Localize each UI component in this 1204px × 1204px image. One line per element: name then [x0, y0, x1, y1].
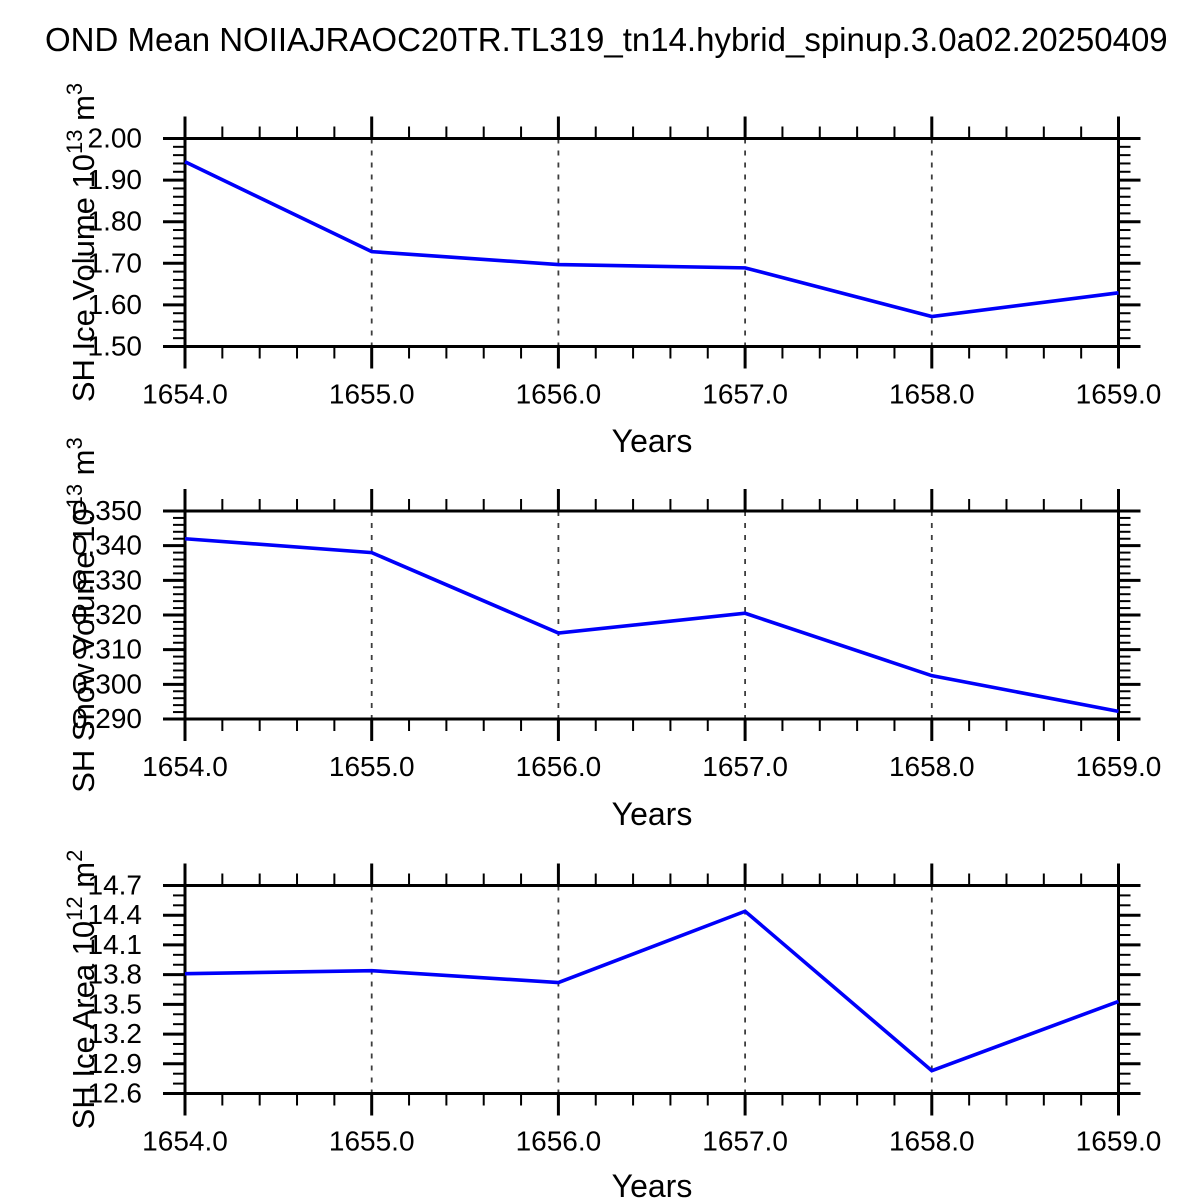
x-tick-label: 1654.0	[142, 1126, 228, 1157]
x-tick-label: 1654.0	[142, 751, 228, 782]
y-tick-label: 12.6	[88, 1078, 143, 1109]
panel-ice-area-plot: 1654.0 1655.0 1656.0 1657.0 1658.0 1659.0 14.7…	[88, 863, 1162, 1157]
y-tick-label: 13.8	[88, 959, 143, 990]
plot-box	[183, 509, 1120, 721]
y-tick-label: 13.5	[88, 988, 143, 1019]
x-tick-label: 1657.0	[702, 1126, 788, 1157]
x-tick-label: 1658.0	[889, 751, 975, 782]
y-tick-label: 0.320	[72, 599, 142, 630]
x-tick-label: 1656.0	[516, 751, 602, 782]
panel-snow-volume-plot: 1654.0 1655.0 1656.0 1657.0 1658.0 1659.0 0.35…	[72, 489, 1161, 782]
panel-ice-volume: 1654.0 1655.0 1656.0 1657.0 1658.0 1659.0 2.00…	[62, 83, 1161, 459]
figure-title: OND Mean NOIIAJRAOC20TR.TL319_tn14.hybri…	[45, 21, 1168, 58]
y-tick-label: 0.330	[72, 564, 142, 595]
y-tick-label: 1.80	[88, 206, 143, 237]
y-tick-label: 1.50	[88, 331, 143, 362]
y-tick-label: 14.4	[88, 899, 143, 930]
x-axis-title-years-panel3: Years	[612, 1168, 693, 1204]
y-axis-title-snow-volume: SH Snow Volume 1013 m3	[62, 437, 101, 793]
plot-box	[183, 137, 1120, 348]
x-tick-label: 1655.0	[329, 751, 415, 782]
y-axis-title-ice-area: SH Ice Area 1012 m2	[62, 850, 101, 1130]
x-tick-label: 1654.0	[142, 379, 228, 410]
panel-ice-area: 1654.0 1655.0 1656.0 1657.0 1658.0 1659.0 14.7…	[62, 850, 1161, 1204]
x-tick-label: 1655.0	[329, 1126, 415, 1157]
plot-box	[183, 884, 1120, 1095]
y-tick-label: 1.60	[88, 289, 143, 320]
x-axis-title-years-panel2: Years	[612, 796, 693, 832]
x-tick-label: 1657.0	[702, 379, 788, 410]
x-tick-label: 1659.0	[1076, 751, 1162, 782]
x-tick-label: 1656.0	[516, 379, 602, 410]
x-tick-label: 1657.0	[702, 751, 788, 782]
y-tick-label: 0.350	[72, 495, 142, 526]
y-tick-label: 1.70	[88, 247, 143, 278]
x-axis-title-years-panel1: Years	[612, 423, 693, 459]
y-tick-label: 13.2	[88, 1018, 143, 1049]
x-tick-label: 1659.0	[1076, 379, 1162, 410]
data-line-ice-volume	[184, 160, 1119, 319]
y-tick-label: 14.7	[88, 870, 143, 901]
panel-snow-volume: 1654.0 1655.0 1656.0 1657.0 1658.0 1659.0 0.35…	[62, 437, 1161, 832]
y-tick-label: 0.290	[72, 703, 142, 734]
y-tick-label: 2.00	[88, 123, 143, 154]
data-line-snow-volume	[184, 536, 1119, 714]
x-tick-label: 1656.0	[516, 1126, 602, 1157]
x-tick-label: 1658.0	[889, 1126, 975, 1157]
y-tick-label: 14.1	[88, 929, 143, 960]
y-tick-label: 1.90	[88, 164, 143, 195]
y-tick-label: 0.310	[72, 634, 142, 665]
x-tick-label: 1655.0	[329, 379, 415, 410]
x-tick-label: 1658.0	[889, 379, 975, 410]
y-tick-label: 0.340	[72, 530, 142, 561]
y-tick-label: 12.9	[88, 1048, 143, 1079]
y-tick-label: 0.300	[72, 668, 142, 699]
x-tick-label: 1659.0	[1076, 1126, 1162, 1157]
panel-ice-volume-plot: 1654.0 1655.0 1656.0 1657.0 1658.0 1659.0 2.00…	[88, 116, 1162, 410]
y-axis-title-ice-volume: SH Ice Volume 1013 m3	[62, 83, 101, 402]
data-line-ice-area	[184, 909, 1120, 1073]
